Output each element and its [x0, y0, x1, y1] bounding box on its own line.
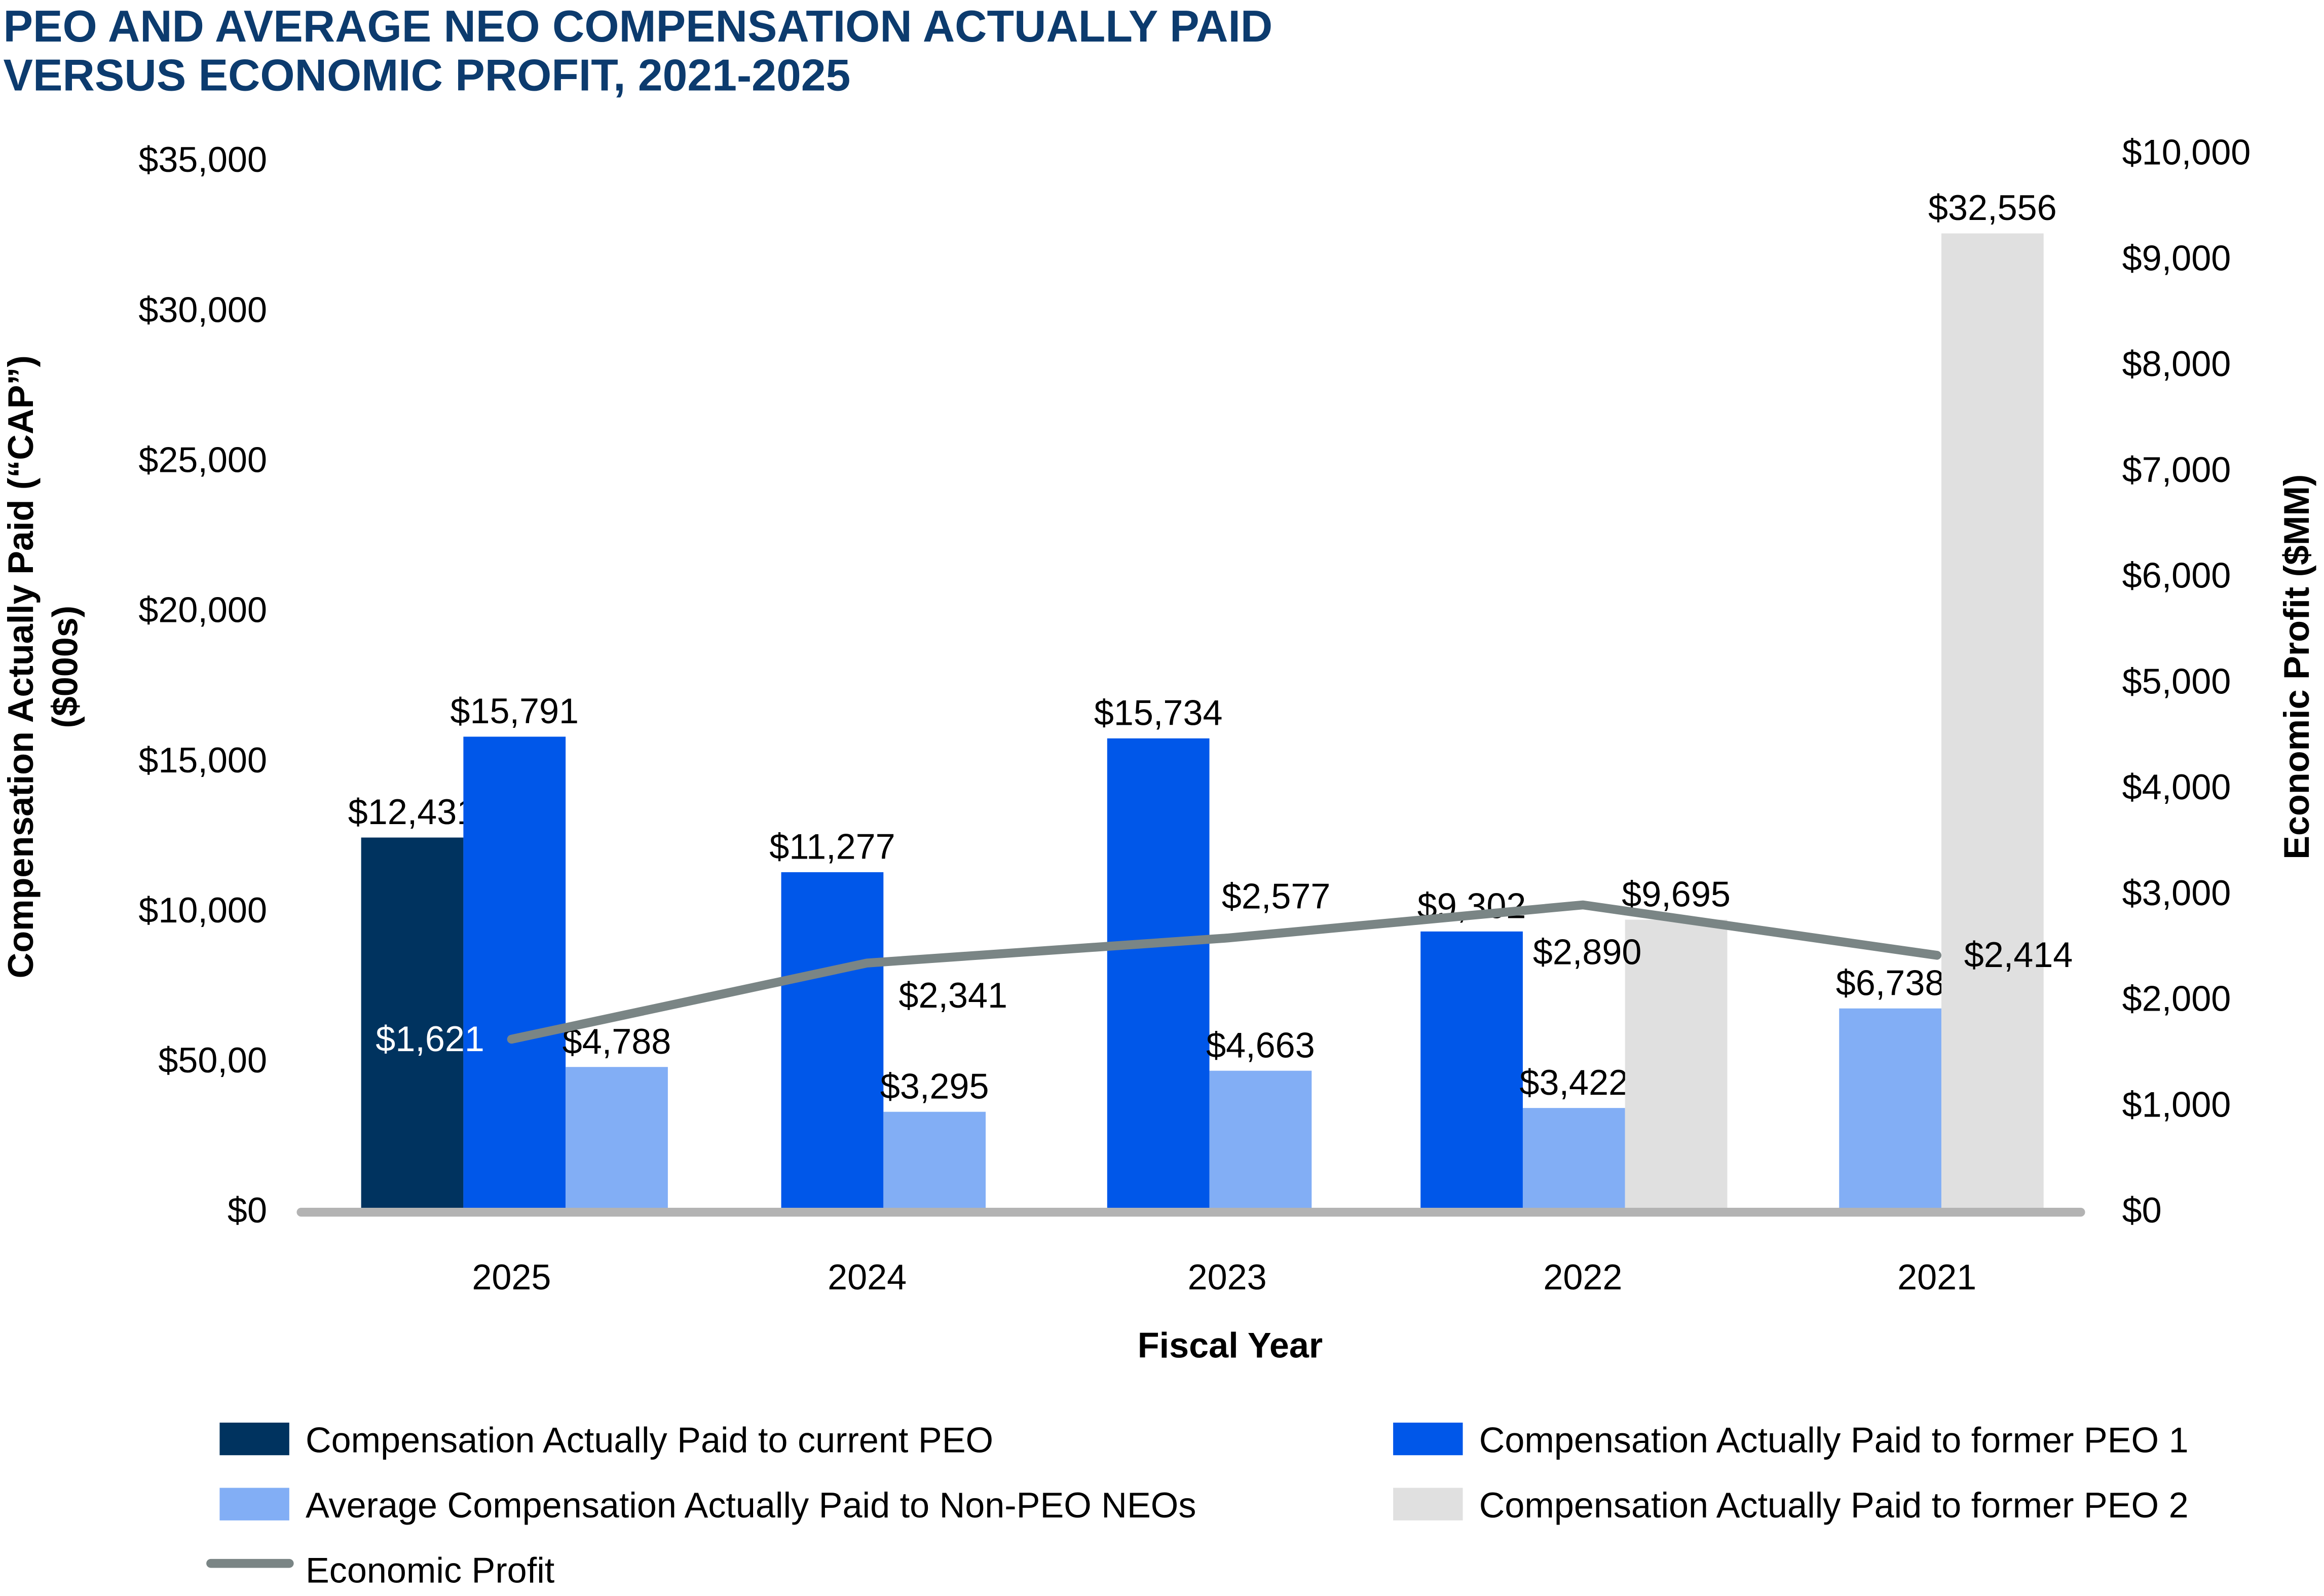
bar-2025-series-1: [463, 736, 566, 1211]
bar-2024-series-1: [781, 872, 884, 1211]
y-tick-label: $25,000: [138, 439, 267, 479]
economic-profit-data-label: $2,341: [898, 975, 1007, 1015]
y2-tick-label: $10,000: [2122, 132, 2251, 172]
bar-data-label: $3,422: [1520, 1062, 1629, 1102]
y-tick-label: $0: [228, 1190, 267, 1230]
bar-2023-series-2: [1209, 1070, 1312, 1211]
legend-swatch: [219, 1488, 289, 1520]
y2-tick-label: $7,000: [2122, 450, 2231, 490]
legend-label: Compensation Actually Paid to current PE…: [306, 1420, 993, 1460]
x-tick-label: 2024: [828, 1257, 907, 1297]
y-tick-label: $35,000: [138, 139, 267, 179]
y2-tick-label: $5,000: [2122, 661, 2231, 701]
legend-label: Average Compensation Actually Paid to No…: [306, 1485, 1196, 1525]
bar-data-label: $4,663: [1206, 1025, 1315, 1065]
y2-tick-label: $1,000: [2122, 1084, 2231, 1124]
chart-title-line-1: PEO AND AVERAGE NEO COMPENSATION ACTUALL…: [4, 2, 1273, 51]
bar-2022-series-1: [1420, 931, 1523, 1211]
bar-2021-series-3: [1941, 233, 2044, 1211]
bar-2022-series-3: [1625, 919, 1728, 1211]
y-axis-title-line-2: ($000s): [45, 606, 85, 728]
bar-2024-series-2: [883, 1111, 986, 1211]
bar-data-label: $11,277: [769, 827, 895, 867]
legend-swatch: [219, 1422, 289, 1456]
bar-2025-series-0: [361, 837, 464, 1211]
legend-label: Compensation Actually Paid to former PEO…: [1479, 1485, 2189, 1525]
y2-tick-label: $4,000: [2122, 767, 2231, 807]
chart-title-line-2: VERSUS ECONOMIC PROFIT, 2021-2025: [4, 50, 851, 100]
economic-profit-data-label: $2,414: [1964, 935, 2073, 975]
y-tick-label: $15,000: [138, 740, 267, 780]
y-tick-label: $20,000: [138, 590, 267, 630]
bar-2021-series-2: [1839, 1008, 1941, 1211]
legend-swatch: [1393, 1488, 1463, 1520]
y-tick-label: $30,000: [138, 289, 267, 329]
bar-2022-series-2: [1522, 1108, 1625, 1211]
y-axis-title-line-1: Compensation Actually Paid (“CAP”): [1, 355, 41, 978]
y2-tick-label: $6,000: [2122, 555, 2231, 596]
y-tick-label: $50,00: [158, 1040, 267, 1080]
x-tick-label: 2021: [1897, 1257, 1976, 1297]
y2-tick-label: $9,000: [2122, 238, 2231, 278]
bar-data-label: $3,295: [880, 1066, 989, 1106]
legend-label: Economic Profit: [306, 1550, 554, 1590]
bar-2023-series-1: [1107, 738, 1210, 1211]
y2-tick-label: $0: [2122, 1190, 2162, 1230]
bar-data-label: $6,738: [1836, 962, 1945, 1003]
legend-swatch: [1393, 1422, 1463, 1456]
x-axis-title: Fiscal Year: [1138, 1325, 1323, 1365]
y-tick-label: $10,000: [138, 890, 267, 930]
y2-tick-label: $2,000: [2122, 979, 2231, 1019]
economic-profit-point: [511, 1039, 512, 1040]
y2-tick-label: $3,000: [2122, 873, 2231, 913]
bar-2025-series-2: [566, 1067, 668, 1211]
x-tick-label: 2025: [472, 1257, 551, 1297]
economic-profit-data-label: $1,621: [376, 1019, 484, 1059]
bar-data-label: $32,556: [1928, 188, 2057, 228]
bar-data-label: $9,695: [1622, 874, 1731, 914]
bar-data-label: $12,431: [348, 792, 477, 832]
x-tick-label: 2022: [1543, 1257, 1622, 1297]
legend-label: Compensation Actually Paid to former PEO…: [1479, 1420, 2189, 1460]
bar-data-label: $15,734: [1094, 693, 1223, 733]
y2-tick-label: $8,000: [2122, 344, 2231, 384]
y2-axis-title: Economic Profit ($MM): [2276, 474, 2316, 860]
bar-data-label: $15,791: [450, 691, 579, 731]
economic-profit-data-label: $2,890: [1533, 932, 1642, 972]
legend: Compensation Actually Paid to current PE…: [206, 1420, 2189, 1590]
economic-profit-data-label: $2,577: [1222, 876, 1331, 916]
x-tick-label: 2023: [1188, 1257, 1267, 1297]
